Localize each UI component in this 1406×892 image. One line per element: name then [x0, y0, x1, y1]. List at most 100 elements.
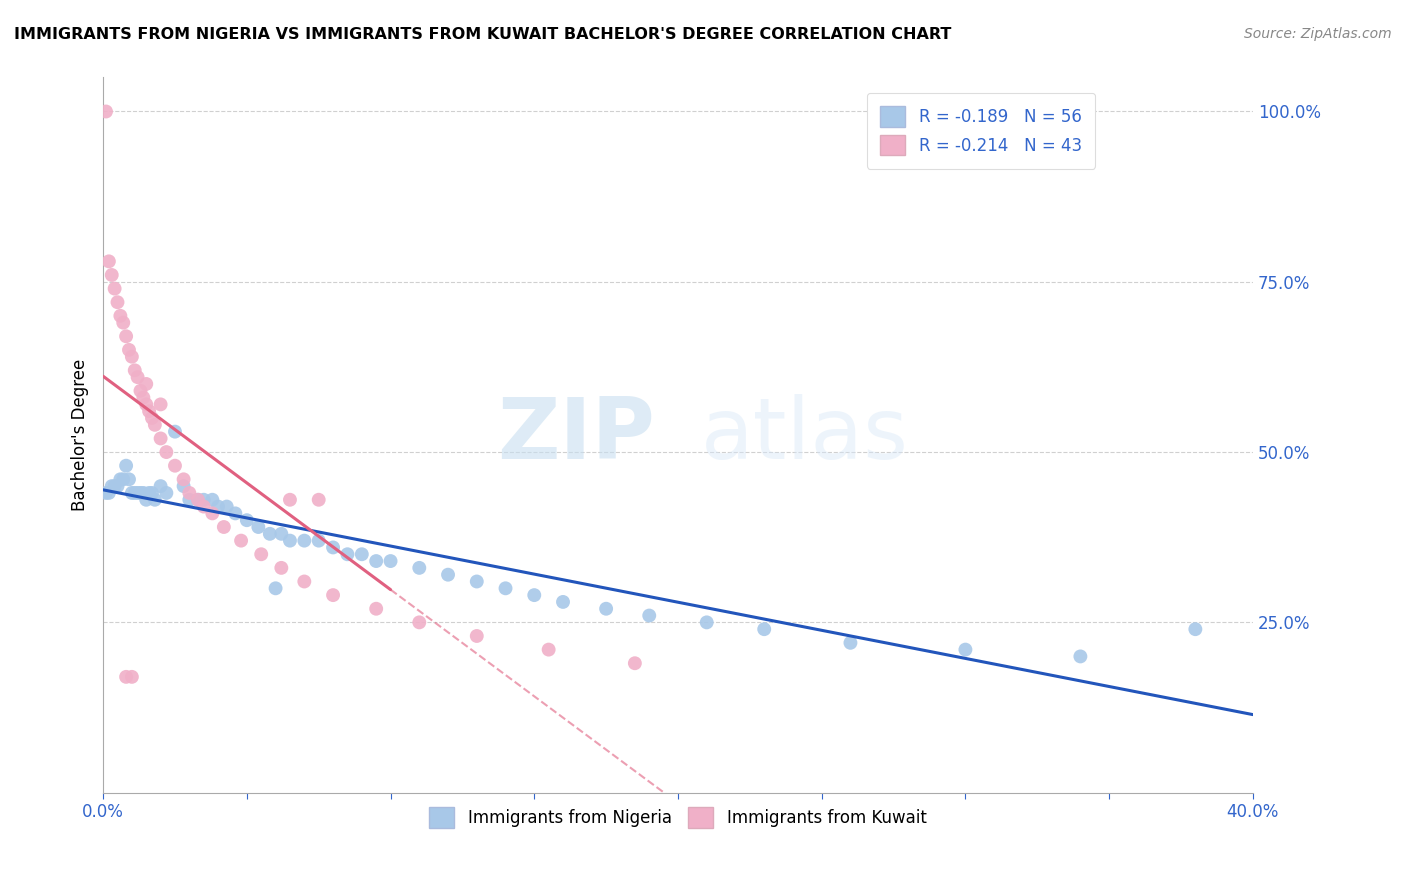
- Point: [127, 486, 149, 500]
- Point: [97, 254, 120, 268]
- Point: [155, 486, 177, 500]
- Legend: Immigrants from Nigeria, Immigrants from Kuwait: Immigrants from Nigeria, Immigrants from…: [423, 801, 934, 834]
- Point: [115, 458, 138, 473]
- Point: [138, 404, 160, 418]
- Point: [322, 541, 344, 555]
- Point: [132, 486, 155, 500]
- Point: [408, 561, 430, 575]
- Point: [107, 295, 129, 310]
- Point: [124, 486, 146, 500]
- Point: [955, 642, 977, 657]
- Point: [132, 391, 155, 405]
- Point: [121, 486, 143, 500]
- Point: [155, 445, 177, 459]
- Point: [292, 574, 315, 589]
- Point: [754, 622, 776, 636]
- Point: [595, 601, 617, 615]
- Point: [495, 582, 517, 596]
- Point: [141, 411, 163, 425]
- Point: [408, 615, 430, 630]
- Point: [187, 492, 209, 507]
- Point: [236, 513, 259, 527]
- Point: [141, 486, 163, 500]
- Point: [173, 472, 195, 486]
- Point: [110, 472, 132, 486]
- Point: [187, 492, 209, 507]
- Point: [124, 363, 146, 377]
- Point: [292, 533, 315, 548]
- Point: [121, 670, 143, 684]
- Point: [143, 417, 166, 432]
- Point: [1069, 649, 1091, 664]
- Point: [207, 500, 229, 514]
- Point: [308, 533, 330, 548]
- Point: [163, 425, 186, 439]
- Point: [201, 507, 224, 521]
- Point: [100, 479, 122, 493]
- Point: [465, 629, 488, 643]
- Text: ZIP: ZIP: [498, 393, 655, 476]
- Point: [523, 588, 546, 602]
- Point: [322, 588, 344, 602]
- Point: [179, 486, 201, 500]
- Point: [143, 492, 166, 507]
- Point: [193, 500, 215, 514]
- Point: [247, 520, 270, 534]
- Point: [308, 492, 330, 507]
- Point: [138, 486, 160, 500]
- Point: [118, 472, 141, 486]
- Point: [94, 486, 117, 500]
- Point: [129, 384, 152, 398]
- Point: [149, 432, 172, 446]
- Point: [110, 309, 132, 323]
- Point: [149, 397, 172, 411]
- Point: [179, 492, 201, 507]
- Point: [193, 492, 215, 507]
- Point: [551, 595, 574, 609]
- Point: [112, 472, 135, 486]
- Point: [149, 479, 172, 493]
- Point: [278, 492, 301, 507]
- Point: [104, 282, 127, 296]
- Point: [537, 642, 560, 657]
- Point: [163, 458, 186, 473]
- Point: [115, 670, 138, 684]
- Y-axis label: Bachelor's Degree: Bachelor's Degree: [72, 359, 89, 511]
- Point: [115, 329, 138, 343]
- Text: IMMIGRANTS FROM NIGERIA VS IMMIGRANTS FROM KUWAIT BACHELOR'S DEGREE CORRELATION : IMMIGRANTS FROM NIGERIA VS IMMIGRANTS FR…: [14, 27, 952, 42]
- Point: [107, 479, 129, 493]
- Point: [112, 316, 135, 330]
- Point: [97, 486, 120, 500]
- Point: [104, 479, 127, 493]
- Point: [696, 615, 718, 630]
- Point: [278, 533, 301, 548]
- Point: [100, 268, 122, 282]
- Point: [135, 492, 157, 507]
- Point: [624, 657, 647, 671]
- Point: [135, 376, 157, 391]
- Point: [350, 547, 373, 561]
- Point: [250, 547, 273, 561]
- Point: [129, 486, 152, 500]
- Point: [173, 479, 195, 493]
- Point: [270, 526, 292, 541]
- Point: [366, 554, 388, 568]
- Point: [215, 500, 238, 514]
- Point: [839, 636, 862, 650]
- Point: [212, 520, 235, 534]
- Text: atlas: atlas: [702, 393, 908, 476]
- Point: [1184, 622, 1206, 636]
- Point: [229, 533, 252, 548]
- Point: [366, 601, 388, 615]
- Point: [127, 370, 149, 384]
- Point: [437, 567, 460, 582]
- Text: Source: ZipAtlas.com: Source: ZipAtlas.com: [1244, 27, 1392, 41]
- Point: [94, 104, 117, 119]
- Point: [135, 397, 157, 411]
- Point: [118, 343, 141, 357]
- Point: [270, 561, 292, 575]
- Point: [121, 350, 143, 364]
- Point: [259, 526, 281, 541]
- Point: [201, 492, 224, 507]
- Point: [264, 582, 287, 596]
